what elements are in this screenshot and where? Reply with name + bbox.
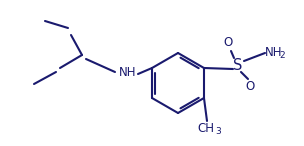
Text: O: O	[245, 80, 255, 93]
Text: NH: NH	[119, 66, 137, 79]
Text: 3: 3	[215, 126, 221, 135]
Text: 2: 2	[279, 51, 285, 60]
Text: O: O	[223, 36, 233, 49]
Text: CH: CH	[198, 121, 215, 134]
Text: S: S	[233, 58, 243, 73]
Text: NH: NH	[265, 46, 282, 59]
